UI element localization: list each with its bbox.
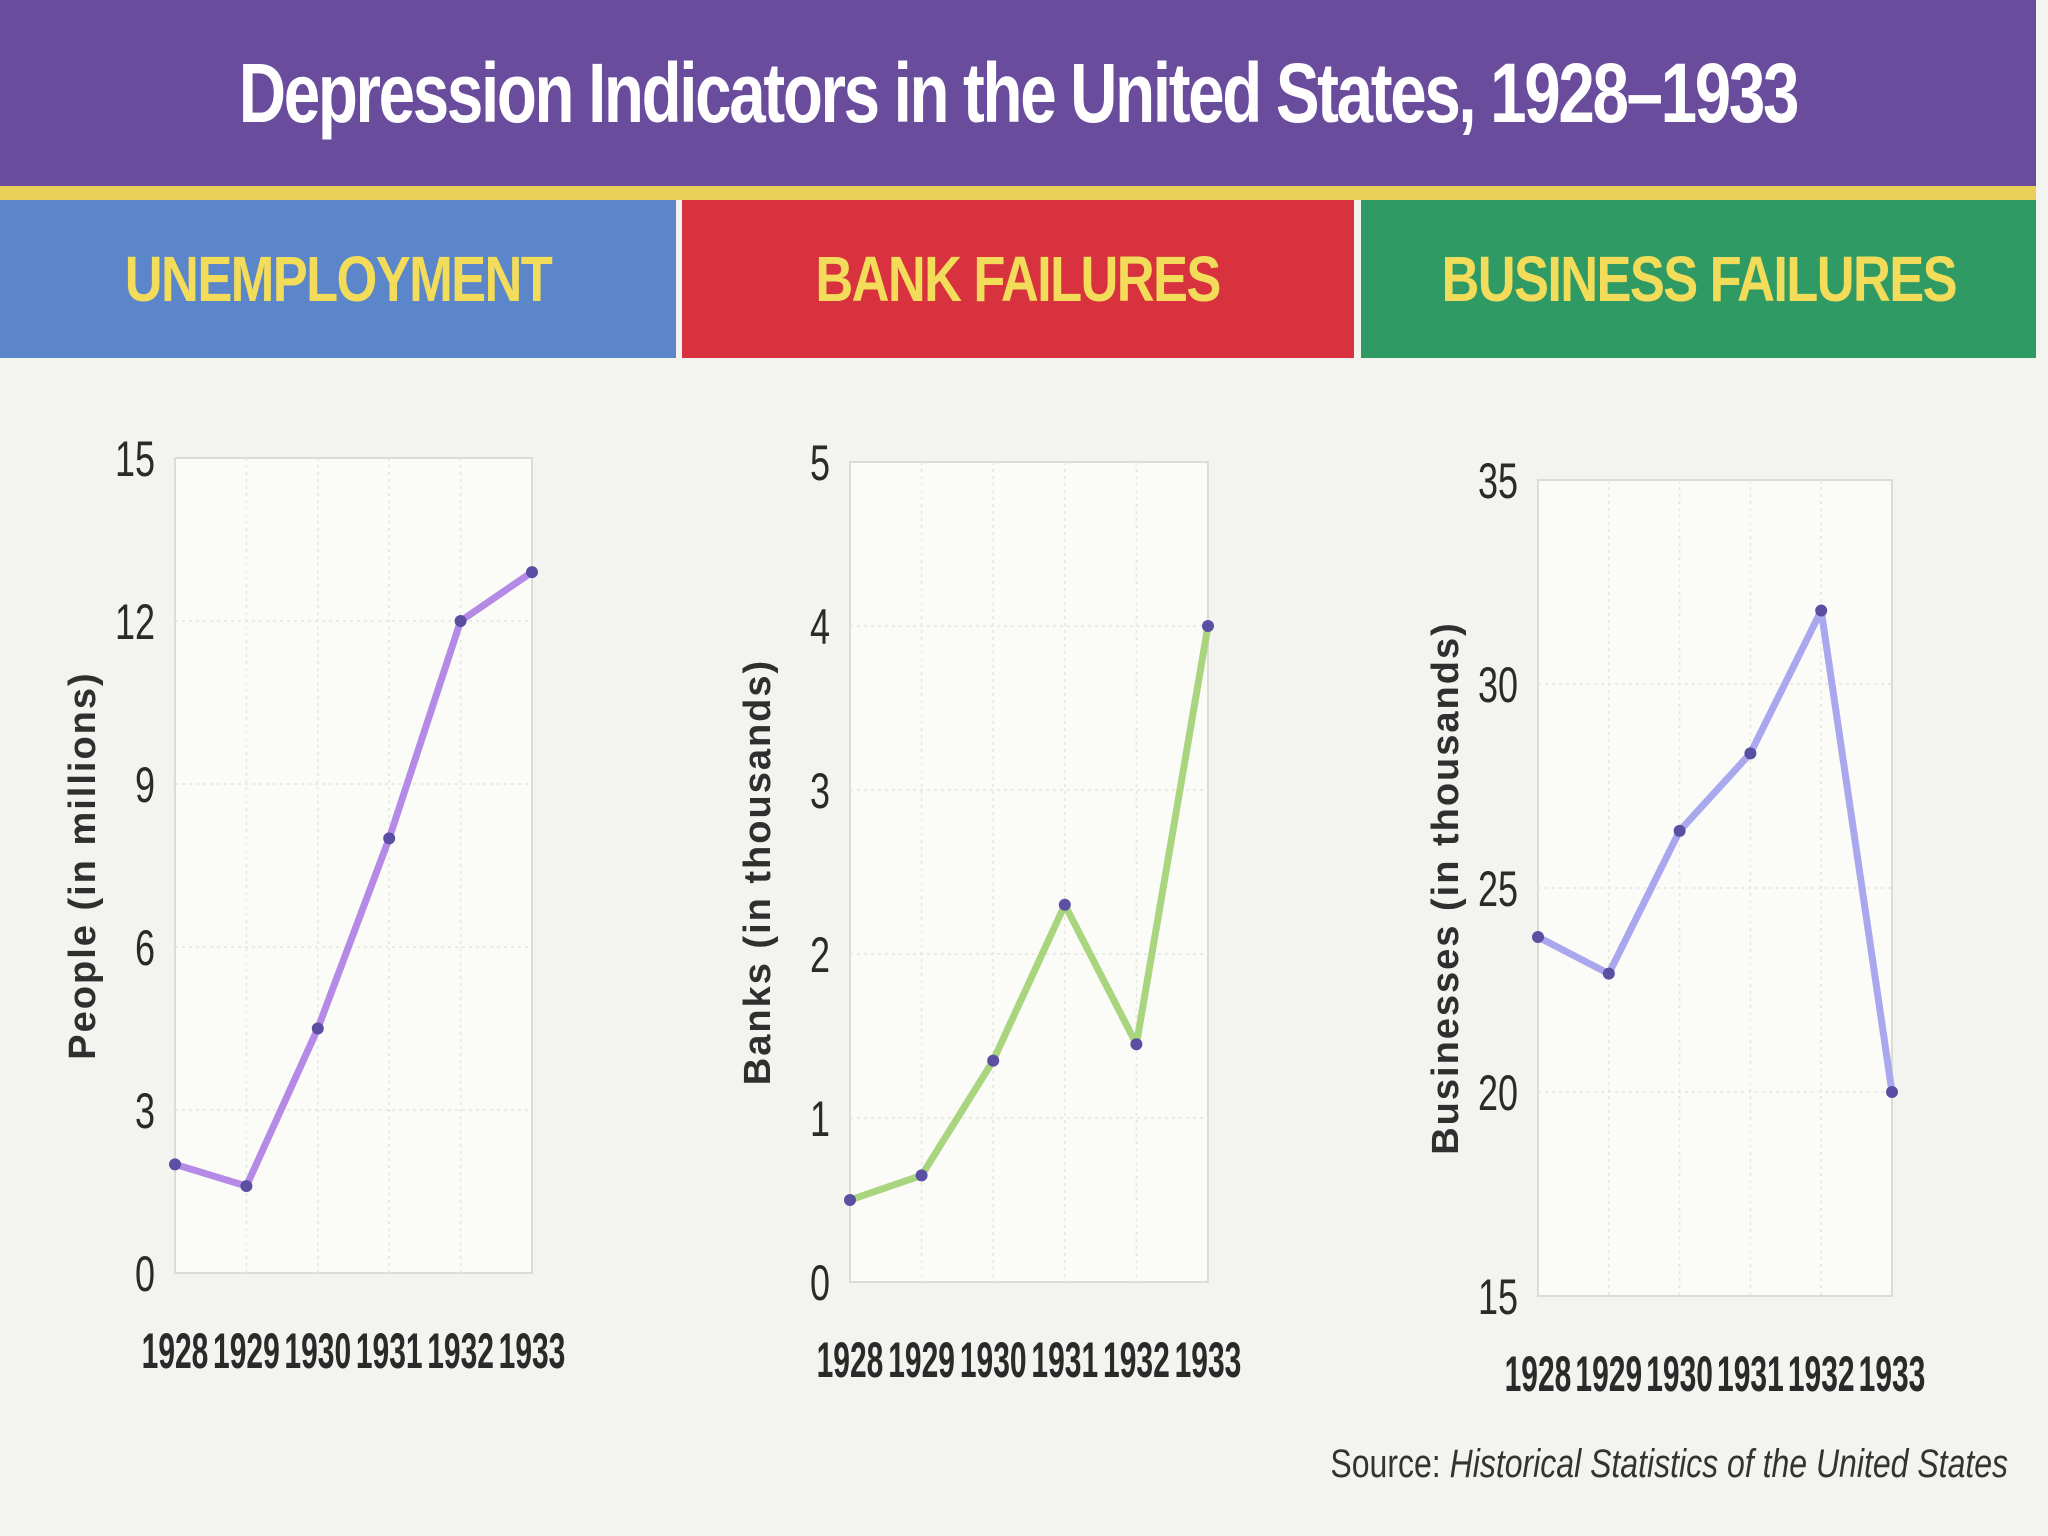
bank-failures-x-tick-label: 1932 (1103, 1332, 1170, 1388)
business-failures-data-point (1673, 824, 1686, 837)
business-failures-x-tick-label: 1929 (1575, 1346, 1642, 1402)
unemployment-x-tick-label: 1928 (142, 1323, 209, 1379)
business-failures-header: BUSINESS FAILURES (1361, 200, 2036, 358)
unemployment-x-tick-label: 1929 (213, 1323, 280, 1379)
title-bar: Depression Indicators in the United Stat… (0, 0, 2036, 186)
business-failures-y-tick-label: 15 (1478, 1270, 1518, 1325)
source-title: Historical Statistics of the United Stat… (1449, 1442, 2008, 1486)
bank-failures-data-point (1058, 898, 1071, 911)
source-line: Source: Historical Statistics of the Uni… (1330, 1442, 2008, 1487)
business-failures-x-tick-label: 1931 (1717, 1346, 1784, 1402)
business-failures-y-tick-label: 25 (1478, 862, 1518, 917)
bank-failures-y-axis-label: Banks (in thousands) (737, 659, 779, 1085)
bank-failures-series-line (846, 622, 1212, 1204)
unemployment-x-tick-label: 1933 (499, 1323, 566, 1379)
bank-failures-data-point (1202, 620, 1214, 632)
business-failures-data-point (1815, 604, 1828, 617)
bank-failures-y-tick-label: 1 (810, 1092, 830, 1147)
unemployment-y-tick-label: 3 (135, 1084, 155, 1139)
unemployment-y-tick-label: 6 (135, 921, 155, 976)
source-label: Source: (1330, 1442, 1441, 1486)
unemployment-y-tick-label: 0 (135, 1247, 155, 1302)
business-failures-y-axis-label: Businesses (in thousands) (1425, 621, 1467, 1155)
bank-failures-x-tick-label: 1930 (960, 1332, 1027, 1388)
business-failures-series-line (1534, 607, 1896, 1096)
business-failures-data-point (1602, 967, 1615, 980)
business-failures-data-point (1532, 930, 1544, 943)
bank-failures-header: BANK FAILURES (682, 200, 1354, 358)
business-failures-x-tick-label: 1932 (1788, 1346, 1855, 1402)
unemployment-header: UNEMPLOYMENT (0, 200, 676, 358)
bank-failures-x-tick-label: 1928 (817, 1332, 884, 1388)
bank-failures-y-tick-label: 4 (810, 600, 830, 655)
business-failures-x-tick-label: 1933 (1859, 1346, 1926, 1402)
bank-failures-data-point (915, 1169, 928, 1182)
unemployment-x-tick-label: 1932 (427, 1323, 494, 1379)
unemployment-data-point (526, 566, 538, 579)
unemployment-x-tick-label: 1931 (356, 1323, 423, 1379)
unemployment-data-point (454, 615, 467, 627)
unemployment-data-point (311, 1022, 324, 1035)
unemployment-title: UNEMPLOYMENT (124, 243, 553, 315)
bank-failures-title: BANK FAILURES (815, 243, 1222, 315)
business-failures-y-tick-label: 30 (1478, 658, 1518, 713)
business-failures-y-tick-label: 35 (1478, 454, 1518, 509)
business-failures-x-tick-label: 1928 (1505, 1346, 1572, 1402)
bank-failures-x-tick-label: 1933 (1175, 1332, 1242, 1388)
bank-failures-data-point (1130, 1038, 1143, 1051)
bank-failures-y-tick-label: 3 (810, 764, 830, 819)
unemployment-plot-area (174, 457, 533, 1274)
unemployment-y-axis-label: People (in millions) (62, 671, 104, 1059)
chart-title: Depression Indicators in the United Stat… (238, 45, 1800, 140)
unemployment-data-point (383, 832, 396, 845)
bank-failures-x-tick-label: 1929 (888, 1332, 955, 1388)
unemployment-data-point (169, 1158, 181, 1171)
bank-failures-data-point (844, 1194, 856, 1206)
business-failures-data-point (1886, 1086, 1898, 1098)
business-failures-title: BUSINESS FAILURES (1441, 243, 1957, 315)
unemployment-series-line (171, 568, 536, 1190)
unemployment-y-tick-label: 15 (115, 432, 155, 487)
bank-failures-x-tick-label: 1931 (1031, 1332, 1098, 1388)
bank-failures-y-tick-label: 5 (810, 436, 830, 491)
unemployment-y-tick-label: 12 (115, 595, 155, 650)
bank-failures-y-tick-label: 2 (810, 928, 830, 983)
bank-failures-y-tick-label: 0 (810, 1256, 830, 1311)
business-failures-y-tick-label: 20 (1478, 1066, 1518, 1121)
bank-failures-plot-area (849, 461, 1209, 1283)
unemployment-x-tick-label: 1930 (284, 1323, 351, 1379)
title-stripe (0, 186, 2036, 200)
unemployment-data-point (240, 1180, 253, 1193)
business-failures-data-point (1744, 747, 1757, 760)
bank-failures-data-point (987, 1054, 1000, 1067)
business-failures-x-tick-label: 1930 (1646, 1346, 1713, 1402)
unemployment-y-tick-label: 9 (135, 758, 155, 813)
